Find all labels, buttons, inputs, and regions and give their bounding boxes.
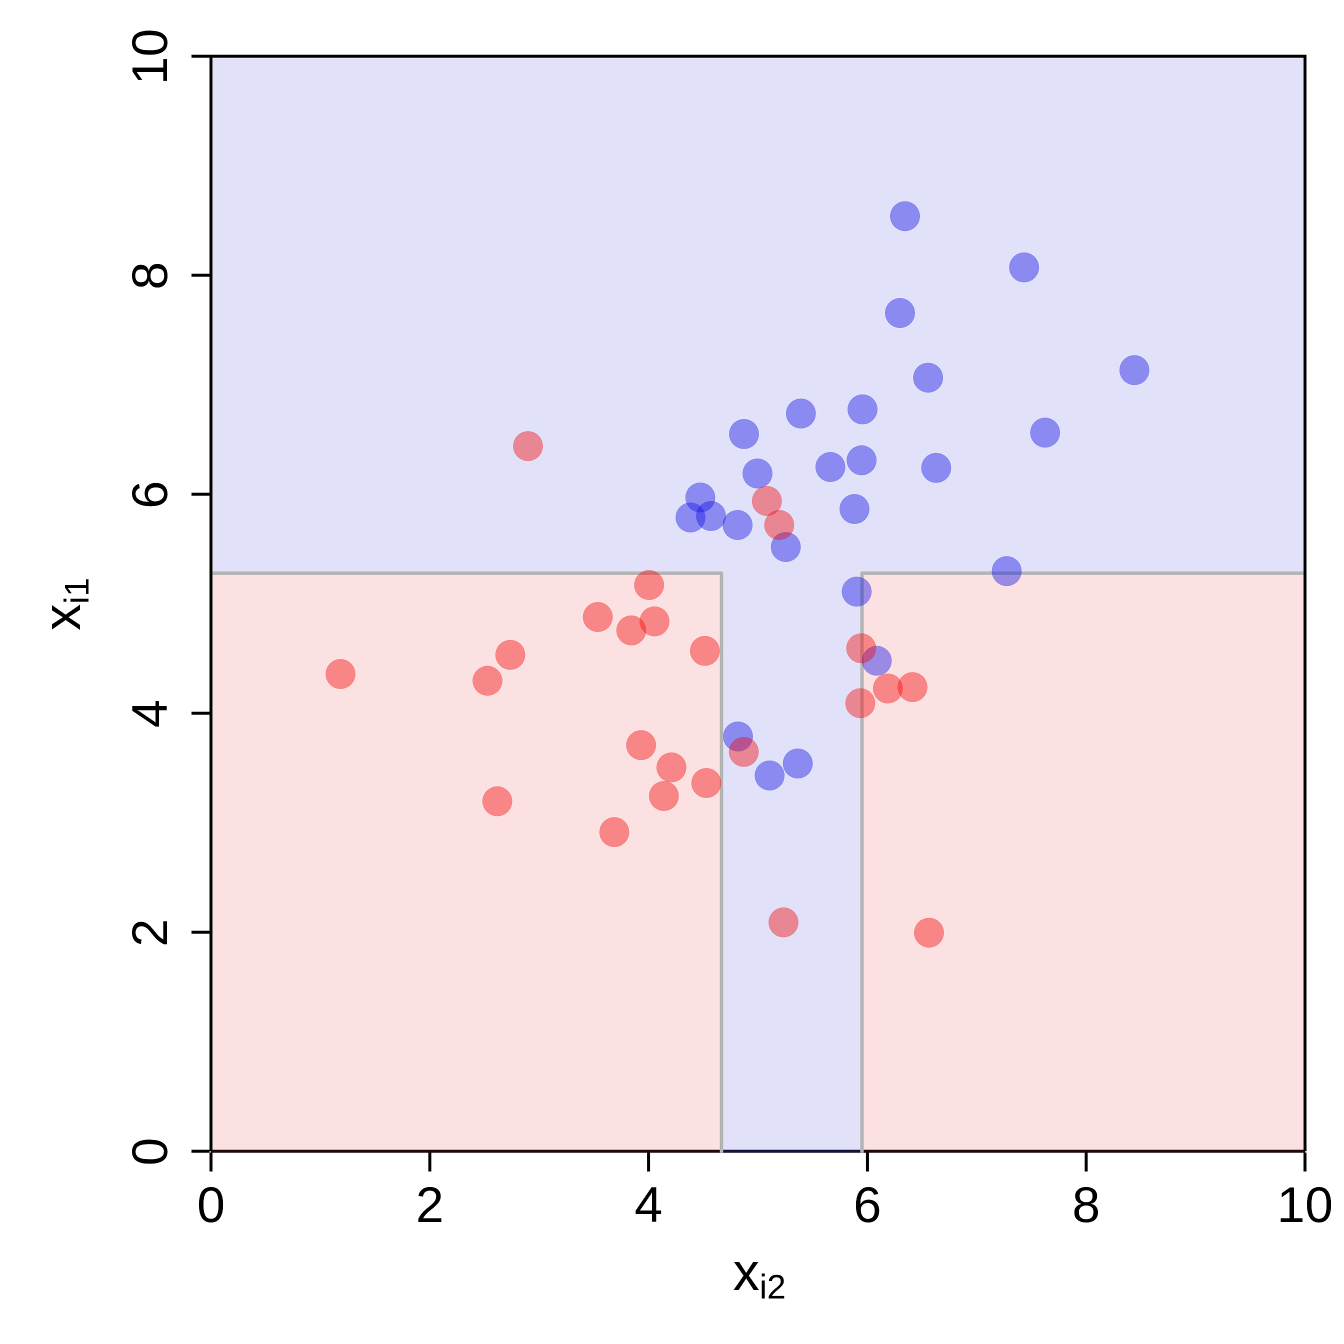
svg-text:8: 8 bbox=[121, 262, 178, 290]
svg-text:0: 0 bbox=[197, 1176, 225, 1233]
svg-text:6: 6 bbox=[853, 1176, 881, 1233]
svg-text:2: 2 bbox=[416, 1176, 444, 1233]
svg-text:2: 2 bbox=[121, 919, 178, 947]
svg-text:4: 4 bbox=[635, 1176, 663, 1233]
svg-text:10: 10 bbox=[121, 29, 178, 85]
svg-text:0: 0 bbox=[121, 1138, 178, 1166]
svg-text:4: 4 bbox=[121, 700, 178, 728]
svg-text:10: 10 bbox=[1277, 1176, 1333, 1233]
svg-text:8: 8 bbox=[1072, 1176, 1100, 1233]
svg-text:6: 6 bbox=[121, 481, 178, 509]
